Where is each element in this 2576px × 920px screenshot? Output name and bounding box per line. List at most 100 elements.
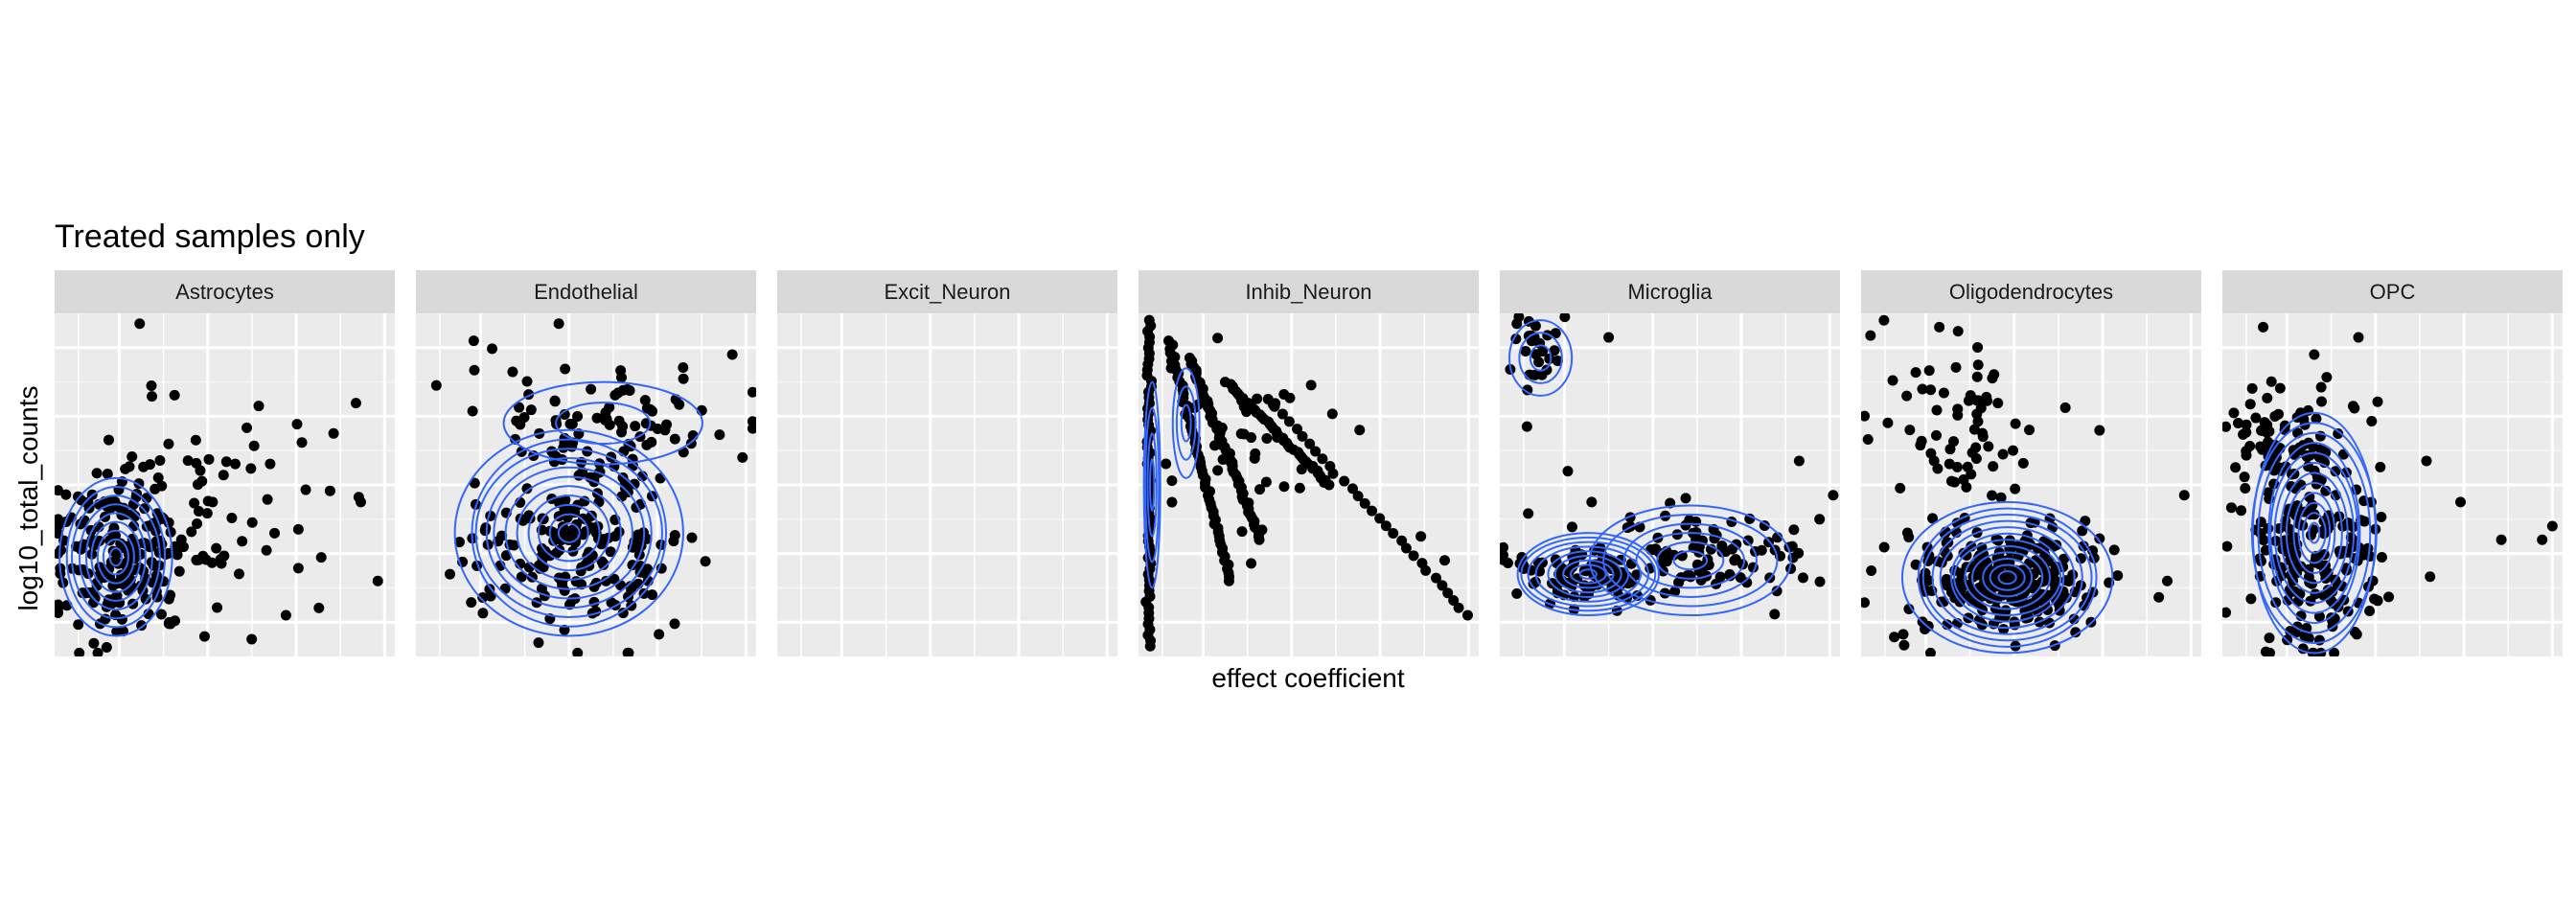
data-point <box>2537 534 2548 545</box>
data-point <box>246 633 258 645</box>
facet-panel-oligodendrocytes <box>1861 313 2201 656</box>
data-point <box>453 537 465 548</box>
data-point <box>2077 525 2088 537</box>
density-contour <box>1527 540 1650 608</box>
data-point <box>163 438 174 449</box>
data-point <box>2222 540 2233 552</box>
data-point <box>1972 359 1984 371</box>
data-point <box>226 513 238 524</box>
density-contour <box>2267 442 2361 625</box>
data-point <box>1998 624 2010 635</box>
data-point <box>1166 496 1178 508</box>
data-point <box>155 609 167 620</box>
density-contour <box>2285 481 2343 585</box>
data-point <box>2236 505 2247 517</box>
data-point <box>1898 629 1909 640</box>
density-contour <box>1982 557 2034 598</box>
facet-panel-opc <box>2222 313 2563 656</box>
data-point <box>1741 577 1753 588</box>
data-point <box>1603 332 1615 343</box>
data-point <box>1374 513 1386 524</box>
data-point <box>686 532 698 543</box>
data-point <box>1861 597 1871 609</box>
data-point <box>2241 419 2252 430</box>
data-point <box>190 434 201 446</box>
data-point <box>2244 399 2256 410</box>
data-point <box>1987 490 1998 501</box>
facet-plot <box>1138 313 1479 656</box>
data-point <box>134 318 146 330</box>
density-contour <box>1622 522 1758 598</box>
data-point <box>350 398 361 409</box>
density-contour <box>90 520 142 593</box>
data-point <box>1559 313 1571 323</box>
data-point <box>1566 521 1577 533</box>
data-point <box>324 485 335 496</box>
density-contour <box>1997 570 2017 586</box>
data-point <box>356 496 366 508</box>
data-point <box>1549 345 1560 356</box>
data-point <box>1659 552 1670 564</box>
data-point <box>700 556 711 567</box>
data-point <box>1878 314 1890 326</box>
data-point <box>1952 409 1964 421</box>
data-point <box>1828 490 1839 501</box>
data-point <box>1987 373 1998 384</box>
data-point <box>264 458 276 470</box>
data-point <box>126 451 138 463</box>
data-point <box>56 544 67 556</box>
density-contour <box>58 476 173 637</box>
data-point <box>1212 465 1224 476</box>
data-point <box>2239 472 2250 483</box>
data-point <box>747 423 756 434</box>
data-point <box>92 647 104 656</box>
density-contour <box>1931 519 2083 635</box>
data-point <box>1759 520 1770 532</box>
data-point <box>1562 466 1574 477</box>
data-point <box>169 389 180 401</box>
density-contour <box>474 448 663 618</box>
data-point <box>1736 559 1748 570</box>
data-point <box>139 503 150 515</box>
density-contour <box>1171 367 1201 479</box>
density-contour <box>1635 532 1746 589</box>
data-point <box>182 455 194 467</box>
data-point <box>2241 426 2252 438</box>
data-point <box>591 412 603 424</box>
facet-label: Inhib_Neuron <box>1245 280 1372 304</box>
data-point <box>2014 573 2026 585</box>
data-point <box>88 637 100 649</box>
data-point <box>627 560 638 571</box>
data-point <box>1917 383 1928 395</box>
density-contour <box>2297 501 2332 564</box>
data-point <box>564 418 576 429</box>
data-point <box>1901 527 1913 539</box>
data-point <box>2255 441 2266 452</box>
data-point <box>2230 462 2242 473</box>
data-point <box>2258 535 2269 546</box>
density-contour <box>1953 539 2062 617</box>
data-point <box>150 483 161 494</box>
data-point <box>622 647 633 656</box>
data-point <box>1223 575 1234 586</box>
data-point <box>2285 626 2296 637</box>
density-contour <box>2302 512 2327 555</box>
facet-plot <box>2222 313 2563 656</box>
facet-panel-excit-neuron <box>777 313 1117 656</box>
data-point <box>1898 639 1910 651</box>
data-point <box>2162 575 2173 586</box>
data-point <box>1861 410 1871 422</box>
data-point <box>2353 332 2364 343</box>
data-point <box>2010 483 2021 494</box>
data-point <box>2222 607 2232 618</box>
data-point <box>1910 367 1921 379</box>
density-contour <box>1939 526 2076 630</box>
data-point <box>372 575 383 586</box>
density-contour <box>504 475 633 590</box>
facet-label: Endothelial <box>534 280 638 304</box>
data-point <box>2318 528 2330 540</box>
density-contour <box>1149 458 1156 512</box>
data-point <box>1983 441 1994 452</box>
data-point <box>647 589 658 601</box>
density-contour <box>108 547 124 567</box>
